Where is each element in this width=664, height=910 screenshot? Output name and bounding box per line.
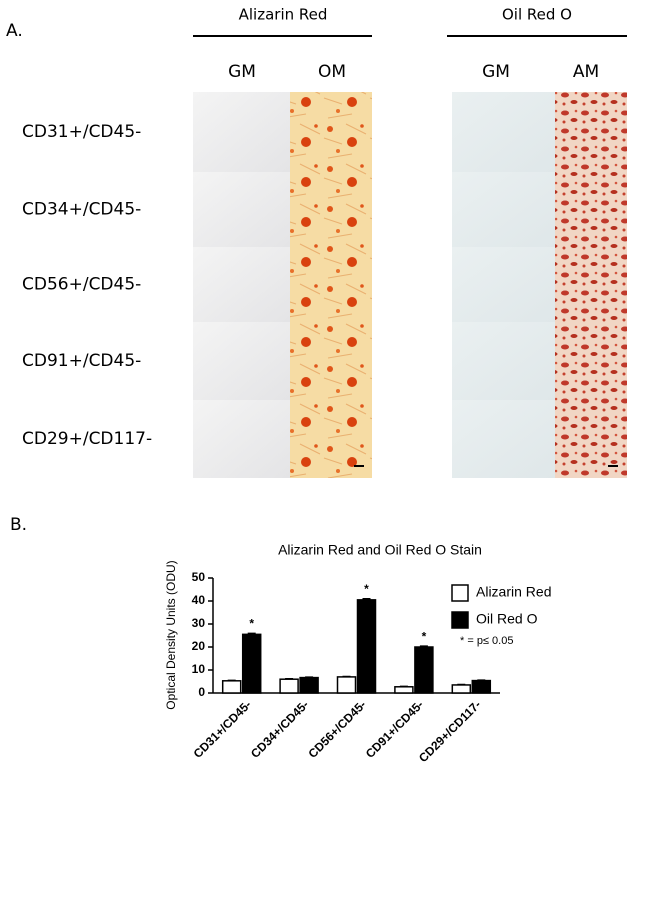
micrograph bbox=[452, 247, 555, 322]
x-tick-label: CD91+/CD45- bbox=[363, 697, 426, 760]
y-tick-label: 40 bbox=[192, 593, 206, 607]
x-tick-label: CD56+/CD45- bbox=[305, 697, 368, 760]
micrograph bbox=[452, 400, 555, 478]
column-header: AM bbox=[573, 62, 599, 82]
column-header: GM bbox=[482, 62, 510, 82]
bar bbox=[279, 678, 299, 694]
y-tick-label: 50 bbox=[192, 570, 206, 584]
chart-title: Alizarin Red and Oil Red O Stain bbox=[278, 542, 482, 558]
bar bbox=[336, 676, 357, 694]
column-header: GM bbox=[228, 62, 256, 82]
x-tick-label: CD29+/CD117- bbox=[416, 697, 484, 765]
micrograph bbox=[555, 172, 627, 247]
legend-swatch bbox=[451, 584, 469, 602]
significance-mark: * bbox=[364, 582, 369, 596]
micrograph bbox=[193, 322, 290, 400]
row-label: CD56+/CD45- bbox=[22, 275, 141, 295]
x-tick-label: CD34+/CD45- bbox=[248, 697, 311, 760]
micrograph bbox=[555, 322, 627, 400]
y-tick-label: 20 bbox=[192, 639, 206, 653]
significance-mark: * bbox=[249, 617, 254, 631]
bar bbox=[394, 686, 414, 694]
column-header: OM bbox=[318, 62, 346, 82]
row-label: CD31+/CD45- bbox=[22, 122, 141, 142]
micrograph bbox=[452, 172, 555, 247]
panel-label: B. bbox=[10, 515, 27, 535]
micrograph bbox=[290, 172, 372, 247]
row-label: CD29+/CD117- bbox=[22, 429, 152, 449]
legend-label: Oil Red O bbox=[476, 611, 538, 627]
y-tick-label: 10 bbox=[192, 662, 206, 676]
bar bbox=[471, 679, 492, 694]
micrograph bbox=[290, 322, 372, 400]
micrographs bbox=[193, 92, 627, 478]
micrograph bbox=[290, 92, 372, 172]
bar bbox=[414, 646, 434, 694]
micrograph bbox=[555, 92, 627, 172]
bar bbox=[356, 599, 377, 694]
y-tick-label: 0 bbox=[198, 685, 205, 699]
legend-note: * = p≤ 0.05 bbox=[460, 635, 513, 647]
legend-swatch bbox=[451, 611, 469, 629]
bar bbox=[299, 676, 319, 694]
row-label: CD91+/CD45- bbox=[22, 351, 141, 371]
significance-mark: * bbox=[422, 629, 427, 643]
error-bar bbox=[247, 632, 256, 635]
bar bbox=[451, 684, 472, 694]
micrograph bbox=[193, 247, 290, 322]
micrograph bbox=[452, 92, 555, 172]
micrograph bbox=[290, 247, 372, 322]
x-tick-label: CD31+/CD45- bbox=[191, 697, 254, 760]
micrograph bbox=[193, 92, 290, 172]
row-label: CD34+/CD45- bbox=[22, 200, 141, 220]
micrograph bbox=[555, 247, 627, 322]
micrograph bbox=[193, 172, 290, 247]
error-bar bbox=[362, 597, 371, 600]
group-title: Oil Red O bbox=[502, 6, 572, 24]
y-axis-label: Optical Density Units (ODU) bbox=[164, 560, 178, 709]
legend-label: Alizarin Red bbox=[476, 584, 551, 600]
panel-label: A. bbox=[6, 21, 23, 41]
bar bbox=[221, 680, 242, 694]
bar bbox=[241, 633, 262, 694]
micrograph bbox=[452, 322, 555, 400]
micrograph bbox=[193, 400, 290, 478]
y-tick-label: 30 bbox=[192, 616, 206, 630]
group-title: Alizarin Red bbox=[239, 6, 328, 24]
error-bar bbox=[419, 645, 428, 647]
